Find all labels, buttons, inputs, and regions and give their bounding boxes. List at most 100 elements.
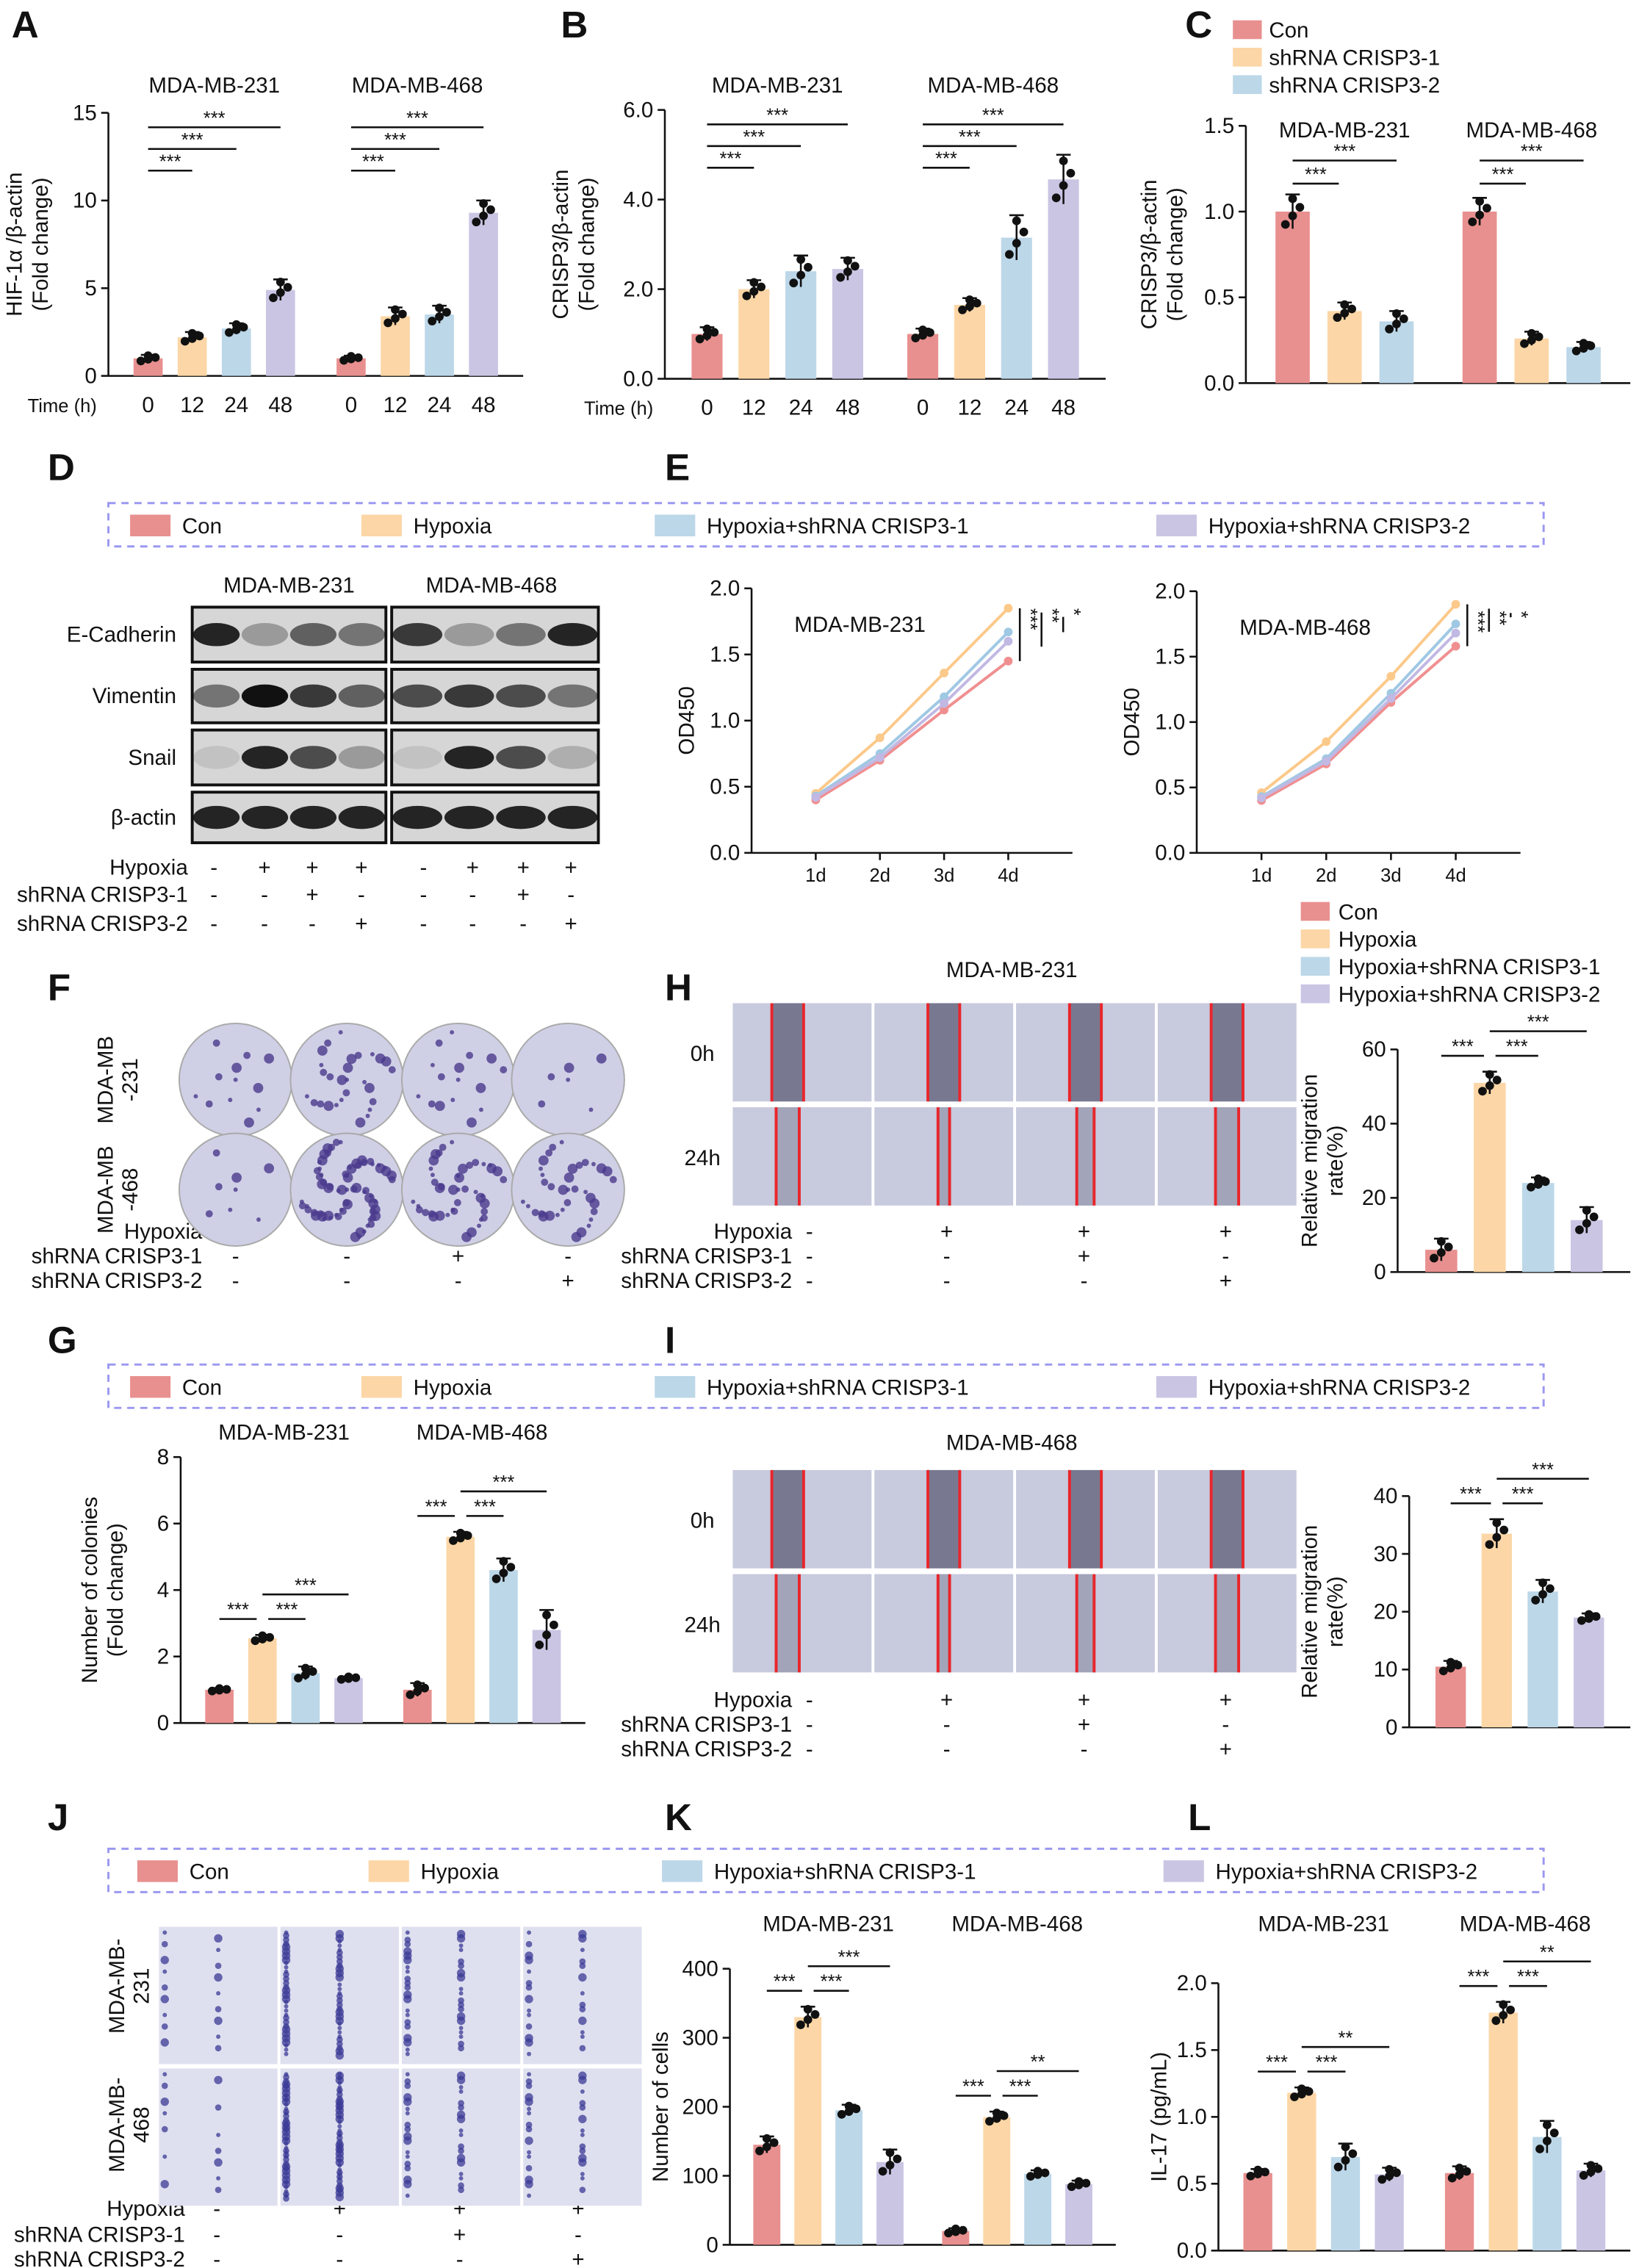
colony — [450, 1030, 455, 1035]
data-point — [1081, 2178, 1091, 2188]
data-point — [180, 336, 190, 346]
data-point — [275, 278, 285, 287]
y-tick-label: 20 — [1362, 1186, 1386, 1210]
blot-panel — [390, 728, 600, 787]
cell — [215, 1962, 222, 1970]
data-point — [851, 2104, 861, 2114]
colony — [590, 1208, 598, 1215]
condition-label: shRNA CRISP3-2 — [32, 1269, 203, 1293]
data-point — [1483, 204, 1491, 213]
cell — [458, 1987, 464, 1992]
data-point — [911, 334, 921, 342]
data-point — [549, 1620, 558, 1630]
significance-label: *** — [474, 1497, 496, 1517]
significance-label: *** — [935, 148, 957, 169]
data-point — [1542, 2136, 1552, 2145]
data-point — [1392, 309, 1401, 318]
condition-sign: - — [232, 1245, 239, 1269]
colony — [453, 1199, 461, 1206]
image — [1016, 1574, 1155, 1673]
cell — [336, 1949, 343, 1956]
data-point — [749, 287, 759, 296]
data-point — [187, 328, 197, 338]
condition-sign: - — [343, 1269, 350, 1293]
condition-label: shRNA CRISP3-1 — [17, 883, 188, 907]
data-point — [1253, 2165, 1263, 2175]
bar — [1522, 1183, 1555, 1272]
significance-label: *** — [743, 127, 765, 148]
condition-sign: + — [940, 1220, 953, 1244]
cell — [214, 2076, 223, 2084]
colony — [244, 1117, 254, 1128]
significance-label: *** — [1506, 1037, 1528, 1057]
cell — [160, 1956, 169, 1965]
y-tick-label: 0 — [706, 2233, 718, 2257]
colony — [193, 1094, 198, 1099]
significance-label: *** — [1512, 1484, 1534, 1505]
cell — [162, 2072, 167, 2077]
image — [1016, 1107, 1155, 1206]
cell — [525, 2164, 533, 2172]
panel-label-H: H — [665, 967, 692, 1009]
cell — [283, 2109, 289, 2115]
colony — [311, 1210, 321, 1221]
colony-dish — [400, 1132, 516, 1247]
data-point — [1290, 2092, 1299, 2101]
cell — [284, 2042, 289, 2048]
y-tick-label: 1.5 — [710, 643, 740, 667]
y-tick-label: 0 — [157, 1711, 169, 1735]
cell — [458, 2128, 464, 2133]
y-tick-label: 0.5 — [1204, 286, 1234, 310]
cell — [281, 1986, 291, 1995]
condition-sign: - — [420, 883, 428, 907]
data-point — [1577, 1616, 1586, 1625]
colony — [586, 1223, 591, 1228]
colony — [428, 1166, 433, 1171]
colony — [450, 1140, 455, 1145]
cell — [403, 2132, 412, 2141]
condition-sign: - — [210, 912, 217, 936]
colony — [480, 1194, 485, 1199]
condition-sign: - — [806, 1737, 813, 1761]
blot-band — [444, 746, 494, 769]
cell — [458, 2175, 464, 2181]
colony — [481, 1162, 486, 1167]
data-point — [1333, 313, 1342, 323]
legend-label: Hypoxia+shRNA CRISP3-1 — [1339, 955, 1601, 979]
y-tick-label: 300 — [682, 2026, 718, 2050]
wound-image — [1157, 1574, 1297, 1673]
colony — [346, 1054, 357, 1065]
image — [1157, 1574, 1297, 1673]
colony — [304, 1206, 312, 1214]
colony — [480, 1208, 489, 1215]
data-point — [1340, 300, 1350, 309]
y-tick-label: 0.5 — [710, 775, 740, 799]
data-point — [702, 324, 712, 334]
y-tick-label: 1.0 — [1155, 710, 1185, 735]
cell — [215, 2186, 222, 2193]
blot-band — [338, 623, 385, 647]
series-line — [1261, 632, 1457, 799]
data-point — [1462, 2167, 1472, 2176]
panel-label-B: B — [561, 4, 588, 46]
cell — [578, 2114, 587, 2123]
bar — [1435, 1666, 1466, 1728]
colony-dish — [511, 1132, 625, 1247]
colony — [520, 1199, 525, 1204]
cell — [281, 2025, 291, 2034]
data-point — [803, 2015, 813, 2024]
y-tick-label: 1.5 — [1155, 645, 1185, 669]
data-point — [391, 314, 400, 323]
wound-image — [1157, 1469, 1297, 1569]
condition-label: shRNA CRISP3-2 — [621, 1737, 792, 1761]
colony — [243, 1051, 251, 1059]
y-tick-label: 2 — [157, 1645, 169, 1669]
bar — [1243, 2172, 1272, 2251]
y-tick-label: 1.0 — [710, 709, 740, 733]
condition-sign: - — [336, 2222, 343, 2247]
cell — [336, 2169, 343, 2176]
condition-sign: - — [1081, 1269, 1088, 1293]
colony — [370, 1052, 375, 1056]
blot-marker-label: Snail — [128, 746, 176, 770]
